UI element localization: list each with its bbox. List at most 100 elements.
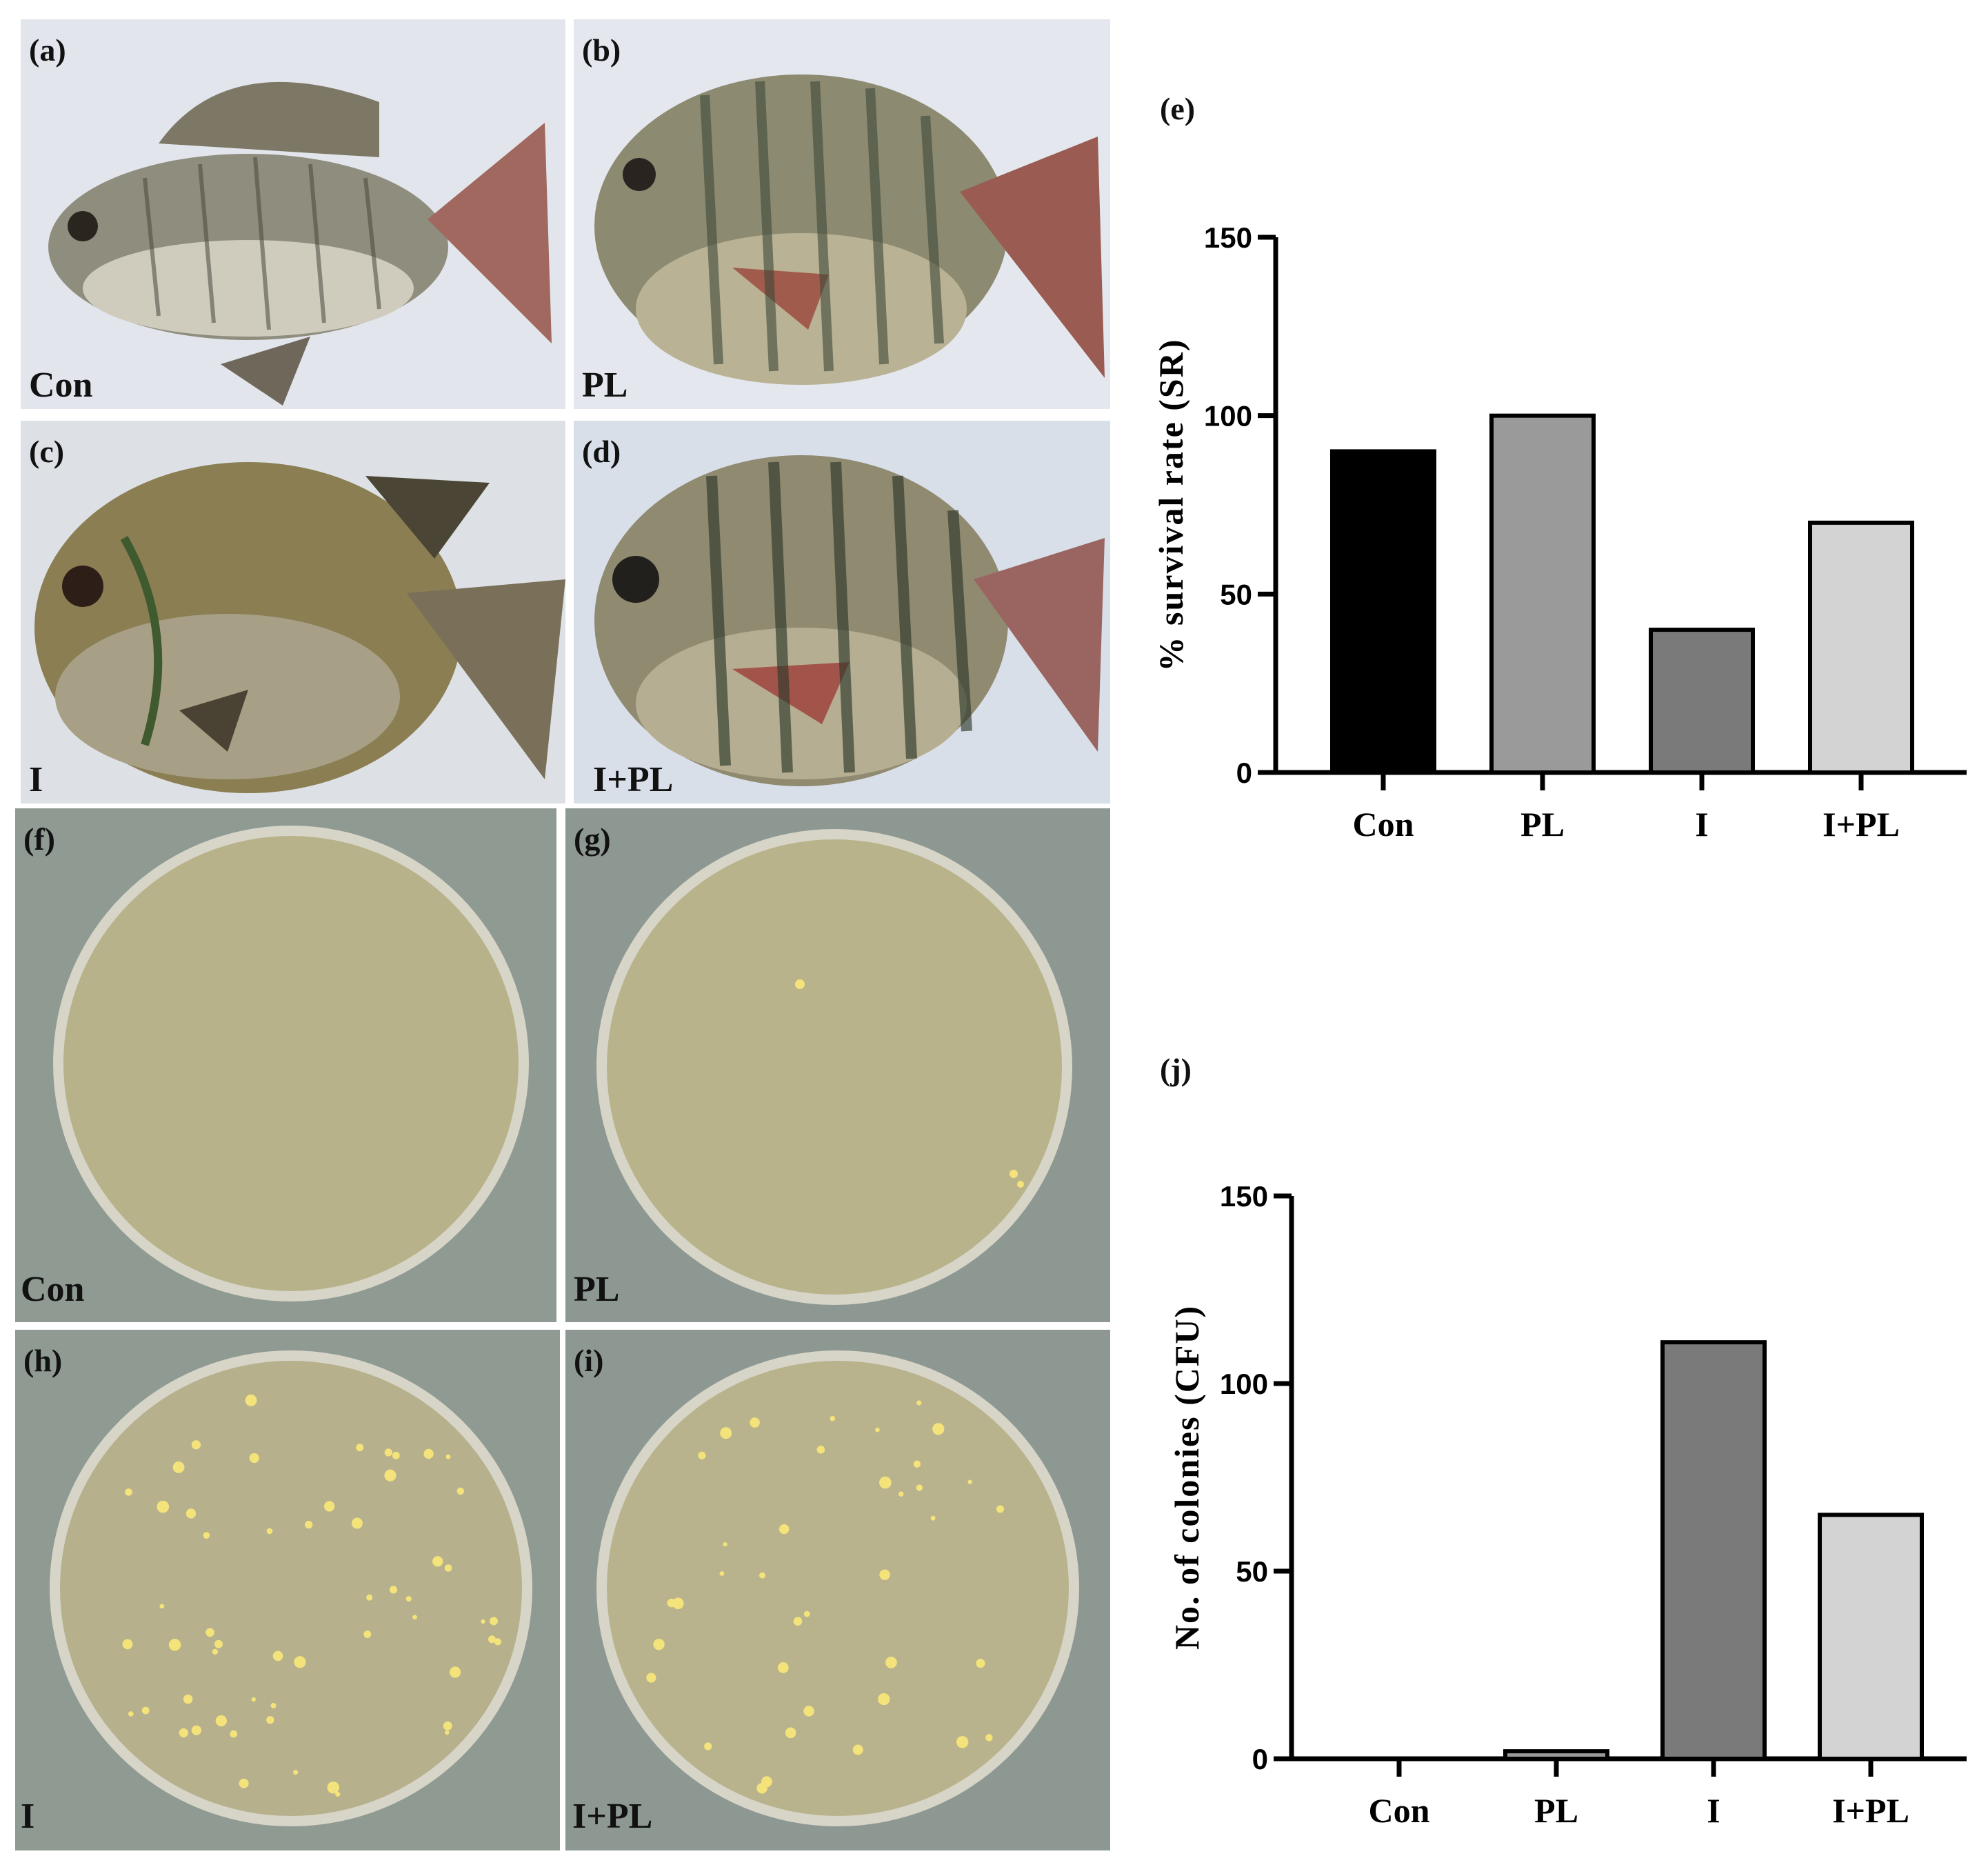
colony-dot <box>698 1451 706 1459</box>
colony-dot <box>916 1484 923 1491</box>
x-category-label: I <box>1695 805 1708 844</box>
fish-image <box>34 462 565 793</box>
colony-dot <box>646 1673 656 1683</box>
colony-dot <box>294 1656 306 1668</box>
colony-dot <box>985 1734 993 1742</box>
colony-dot <box>384 1469 396 1481</box>
photo-panel-c: (c) I <box>21 421 565 804</box>
colony-dot <box>335 1791 341 1797</box>
colony-dot <box>384 1448 392 1457</box>
group-label-pl: PL <box>574 1270 620 1309</box>
colony-dot <box>356 1444 364 1452</box>
photo-panel-a: (a) Con <box>21 19 565 409</box>
colony-dot <box>266 1716 274 1724</box>
colony-dot <box>230 1730 238 1738</box>
colony-dot <box>423 1448 434 1459</box>
x-category-label: PL <box>1534 1791 1578 1830</box>
colony-dot <box>363 1630 372 1638</box>
colony-dot <box>125 1488 132 1496</box>
colony-dot <box>443 1721 452 1730</box>
colony-dot <box>215 1715 227 1727</box>
fish-image <box>594 74 1105 385</box>
colony-dot <box>389 1586 398 1594</box>
survival-rate-chart-svg: 0 50 100 150 Con PL I I+PL % survival rate (SR) <box>1152 221 1967 844</box>
bar-i-plus-pl <box>1808 520 1914 775</box>
group-label-ipl: I+PL <box>572 1797 653 1836</box>
colony-dot <box>898 1491 904 1497</box>
x-category-label: I+PL <box>1832 1791 1909 1830</box>
colony-dot <box>185 1508 197 1519</box>
colony-dot <box>885 1657 897 1668</box>
colony-dot <box>191 1725 202 1735</box>
colony-dot <box>878 1693 890 1706</box>
colony-dot <box>405 1596 412 1602</box>
colony-dot <box>488 1635 496 1644</box>
photo-panel-h: (h) I <box>15 1330 560 1850</box>
survival-rate-chart: 0 50 100 150 Con PL I I+PL % survival rate (SR) <box>1131 207 1972 869</box>
colony-dot <box>293 1770 299 1775</box>
colony-dot <box>930 1515 936 1521</box>
plate-image <box>50 1350 532 1826</box>
colony-dot <box>723 1542 727 1547</box>
colony-dot <box>214 1639 223 1648</box>
colony-dot <box>653 1638 665 1650</box>
colony-dot <box>916 1400 922 1406</box>
colony-dots <box>646 1400 1005 1794</box>
colony-dot <box>191 1440 201 1450</box>
colony-dot <box>803 1610 810 1617</box>
colony-dot <box>481 1619 485 1624</box>
panel-letter-b: (b) <box>582 32 621 68</box>
y-tick-label: 0 <box>1252 1743 1268 1775</box>
colony-dot <box>803 1706 814 1717</box>
panel-letter-j: (j) <box>1160 1052 1192 1087</box>
colony-dot <box>879 1569 890 1580</box>
y-tick-label: 50 <box>1236 1555 1268 1588</box>
colony-dot <box>245 1394 257 1406</box>
photo-panel-g: (g) PL <box>565 808 1110 1322</box>
colony-dot <box>830 1415 836 1421</box>
colony-dot <box>759 1572 766 1579</box>
colony-dot <box>875 1427 880 1433</box>
colony-dot <box>750 1417 760 1428</box>
y-tick-label: 150 <box>1220 1180 1268 1213</box>
photo-panel-b: (b) PL <box>574 19 1110 409</box>
colony-dot <box>239 1778 249 1788</box>
x-category-label: I+PL <box>1823 805 1900 844</box>
colony-dot <box>913 1460 921 1468</box>
colony-dot <box>159 1604 165 1609</box>
colony-dot <box>128 1711 134 1717</box>
colony-dot <box>272 1650 283 1662</box>
colony-dot <box>489 1617 499 1626</box>
plate-image <box>53 826 529 1301</box>
colony-dot <box>205 1628 214 1637</box>
colony-dot <box>445 1730 450 1735</box>
colony-dot <box>456 1487 465 1495</box>
colony-dot <box>956 1736 969 1748</box>
colony-dot <box>449 1666 461 1678</box>
panel-letter-e: (e) <box>1160 91 1196 126</box>
colony-dot <box>392 1451 400 1459</box>
colonies-chart: 0 50 100 150 Con PL I I+PL No. of colonies (CFU) <box>1131 1166 1972 1842</box>
bar-i-plus-pl <box>1818 1513 1924 1761</box>
colony-dot <box>249 1453 259 1464</box>
colony-dot <box>122 1639 133 1650</box>
colony-dot <box>212 1648 219 1655</box>
x-category-label: Con <box>1369 1791 1430 1830</box>
colony-dot <box>756 1782 767 1794</box>
group-label-pl: PL <box>582 366 628 405</box>
colony-dot <box>785 1727 796 1739</box>
colony-dot <box>444 1564 452 1572</box>
x-category-label: Con <box>1353 805 1414 844</box>
group-label-con: Con <box>29 366 93 405</box>
colonies-chart-svg: 0 50 100 150 Con PL I I+PL No. of colonies (CFU) <box>1167 1180 1967 1830</box>
colony-dot <box>704 1742 712 1750</box>
colony-dot <box>793 1617 803 1626</box>
group-label-i: I <box>29 760 43 799</box>
y-tick-label: 50 <box>1220 578 1252 610</box>
panel-letter-h: (h) <box>23 1343 63 1378</box>
colony-dot <box>270 1703 277 1708</box>
colony-dot <box>327 1781 340 1794</box>
y-tick-label: 100 <box>1220 1368 1268 1400</box>
colony-dot <box>779 1524 790 1535</box>
colony-dot <box>672 1597 684 1610</box>
